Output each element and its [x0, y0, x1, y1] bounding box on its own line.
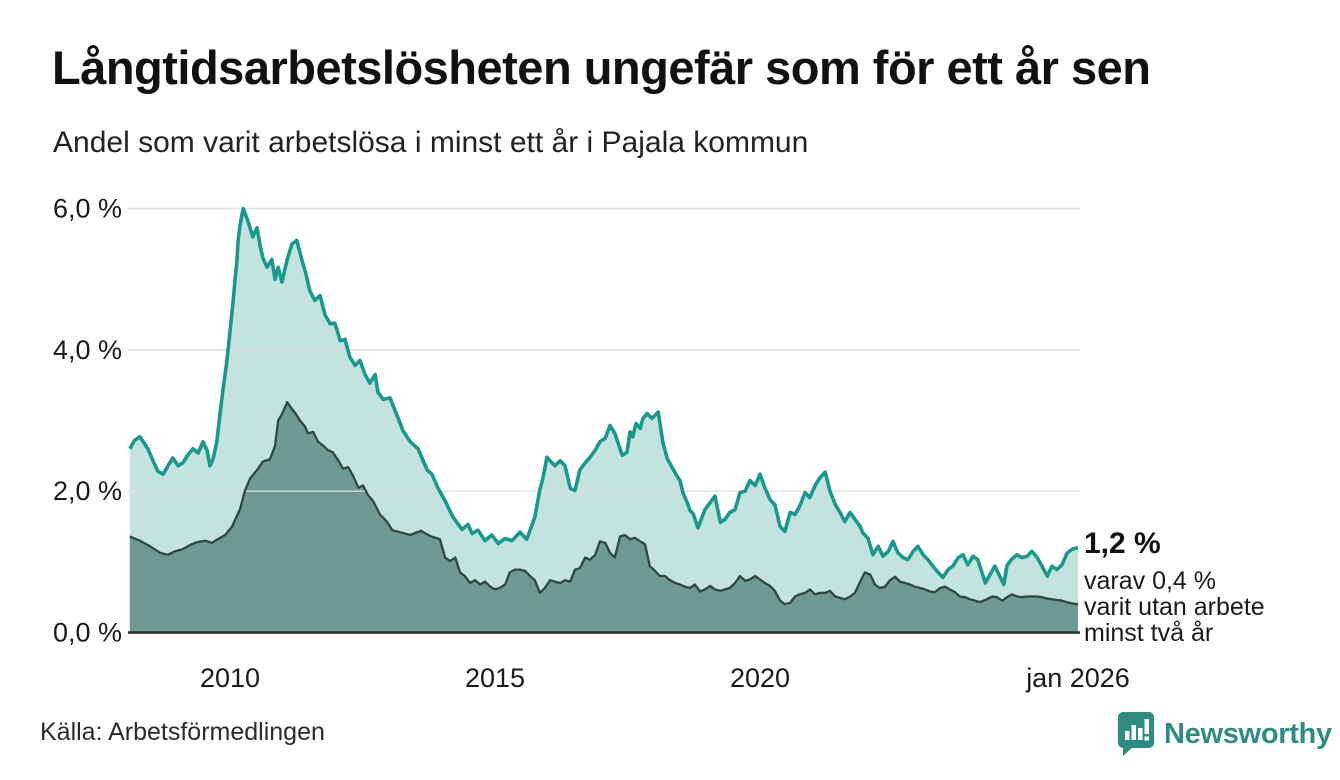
bar-2: [1131, 725, 1136, 740]
annotation-line-2: varit utan arbete: [1084, 593, 1265, 621]
line-one-year: [128, 206, 1079, 587]
x-axis-label: 2015: [465, 663, 525, 693]
chart-subtitle: Andel som varit arbetslösa i minst ett å…: [53, 126, 809, 159]
y-axis-label: 4,0 %: [53, 335, 122, 365]
y-axis-label: 6,0 %: [53, 194, 122, 224]
y-axis-label: 0,0 %: [53, 618, 122, 648]
x-axis-label: 2020: [730, 663, 790, 693]
line-two-year: [129, 401, 1079, 606]
exclamation-stem: [1144, 719, 1149, 734]
bar-1: [1125, 731, 1130, 740]
y-axis-label: 2,0 %: [53, 476, 122, 506]
annotation-line-3: minst två år: [1084, 619, 1214, 647]
x-axis-label: jan 2026: [1025, 663, 1130, 693]
latest-value-annotation: 1,2 % varav 0,4 % varit utan arbete mins…: [1084, 527, 1340, 647]
latest-value: 1,2 %: [1084, 527, 1161, 560]
newsworthy-icon: [1118, 712, 1154, 756]
page-title: Långtidsarbetslösheten ungefär som för e…: [52, 41, 1151, 94]
area-two-year: [129, 402, 1079, 633]
x-axis-label: 2010: [200, 663, 260, 693]
exclamation-dot: [1144, 736, 1149, 741]
source-caption: Källa: Arbetsförmedlingen: [40, 718, 325, 746]
annotation-line-1: varav 0,4 %: [1084, 567, 1217, 595]
newsworthy-logo: Newsworthy: [1115, 710, 1332, 758]
bar-3: [1138, 728, 1143, 740]
newsworthy-wordmark: Newsworthy: [1164, 717, 1332, 750]
